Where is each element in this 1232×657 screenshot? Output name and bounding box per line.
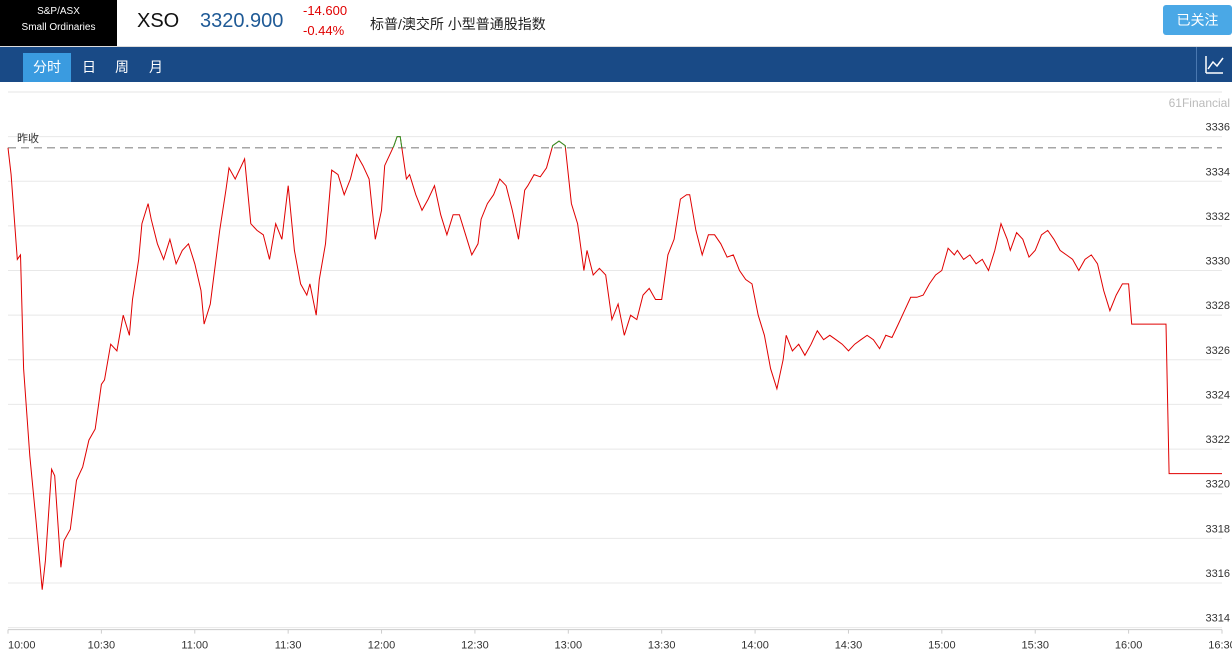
index-badge: S&P/ASX Small Ordinaries xyxy=(0,0,117,46)
y-tick-label: 3316 xyxy=(1206,568,1230,580)
change: -14.600 xyxy=(303,3,348,18)
x-tick-label: 16:30 xyxy=(1208,640,1232,652)
y-tick-label: 3326 xyxy=(1206,345,1230,357)
tab[interactable]: 日 xyxy=(82,59,96,75)
price-line xyxy=(7,136,1222,590)
tab[interactable]: 周 xyxy=(115,59,129,75)
x-tick-label: 12:00 xyxy=(368,640,396,652)
x-tick-label: 16:00 xyxy=(1115,640,1143,652)
symbol: XSO xyxy=(137,10,180,32)
watermark: 61Financial xyxy=(1169,96,1230,110)
x-tick-label: 13:30 xyxy=(648,640,676,652)
y-tick-label: 3318 xyxy=(1206,523,1230,535)
index-name: 标普/澳交所 小型普通股指数 xyxy=(370,16,546,32)
x-tick-label: 11:30 xyxy=(275,640,302,652)
y-tick-label: 3330 xyxy=(1206,256,1230,268)
chart-icon[interactable] xyxy=(1196,47,1232,82)
nav-bar: 分时 日 周 月 xyxy=(0,47,1232,82)
x-tick-label: 15:00 xyxy=(928,640,956,652)
prev-close-label: 昨收 xyxy=(17,131,39,145)
badge-line: Small Ordinaries xyxy=(21,22,96,33)
x-tick-label: 15:30 xyxy=(1021,640,1049,652)
tab[interactable]: 月 xyxy=(149,59,163,75)
change-pct: -0.44% xyxy=(303,23,345,38)
badge-line: S&P/ASX xyxy=(37,6,80,17)
y-tick-label: 3332 xyxy=(1206,211,1230,223)
y-tick-label: 3314 xyxy=(1206,613,1230,625)
x-tick-label: 14:30 xyxy=(835,640,863,652)
y-tick-label: 3320 xyxy=(1206,479,1230,491)
x-tick-label: 11:00 xyxy=(181,640,208,652)
y-tick-label: 3336 xyxy=(1206,122,1230,134)
x-tick-label: 13:00 xyxy=(555,640,583,652)
y-tick-label: 3324 xyxy=(1206,389,1230,401)
header: S&P/ASX Small Ordinaries XSO 3320.900 -1… xyxy=(0,0,1232,47)
x-tick-label: 10:00 xyxy=(8,640,36,652)
x-tick-label: 12:30 xyxy=(461,640,489,652)
y-tick-label: 3328 xyxy=(1206,300,1230,312)
price-line-above-close xyxy=(8,136,566,148)
x-tick-label: 10:30 xyxy=(88,640,116,652)
tab[interactable]: 分时 xyxy=(23,53,71,82)
price: 3320.900 xyxy=(200,10,284,32)
y-tick-label: 3322 xyxy=(1206,434,1230,446)
follow-button[interactable]: 已关注 xyxy=(1163,5,1232,35)
chart: 61Financial 3314 3316 3318 3320 3322 3324 3326… xyxy=(7,91,1232,652)
y-tick-label: 3334 xyxy=(1206,166,1230,178)
x-tick-label: 14:00 xyxy=(741,640,769,652)
